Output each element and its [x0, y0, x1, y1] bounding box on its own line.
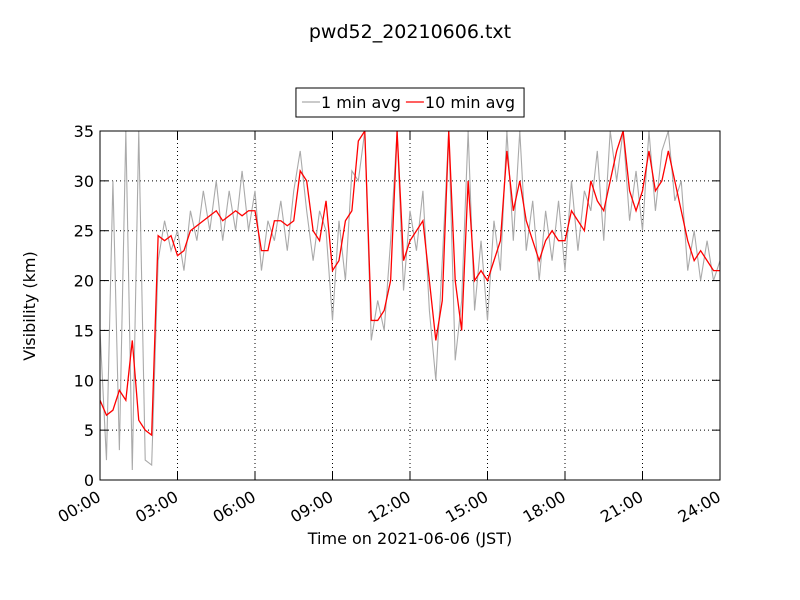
x-tick-label: 15:00: [442, 487, 491, 527]
x-tick-label: 24:00: [675, 487, 724, 527]
x-tick-label: 03:00: [132, 487, 181, 527]
x-tick-label: 21:00: [597, 487, 646, 527]
x-tick-label: 12:00: [365, 487, 414, 527]
x-tick-label: 00:00: [55, 487, 104, 527]
plot-lines: [100, 131, 720, 471]
y-axis-label: Visibility (km): [20, 251, 39, 360]
series-line: [100, 131, 720, 471]
legend-label: 10 min avg: [425, 93, 515, 112]
chart-title: pwd52_20210606.txt: [309, 21, 511, 43]
x-tick-label: 06:00: [210, 487, 259, 527]
y-tick-label: 10: [74, 371, 94, 390]
legend-label: 1 min avg: [321, 93, 401, 112]
y-tick-label: 20: [74, 272, 94, 291]
x-axis-label: Time on 2021-06-06 (JST): [307, 529, 512, 548]
y-tick-label: 0: [84, 471, 94, 490]
series-line: [100, 131, 720, 437]
y-tick-label: 30: [74, 172, 94, 191]
x-tick-label: 18:00: [520, 487, 569, 527]
x-tick-label: 09:00: [287, 487, 336, 527]
legend: 1 min avg 10 min avg: [295, 87, 525, 118]
y-tick-label: 35: [74, 122, 94, 141]
y-tick-label: 5: [84, 421, 94, 440]
y-tick-label: 15: [74, 321, 94, 340]
y-tick-label: 25: [74, 222, 94, 241]
